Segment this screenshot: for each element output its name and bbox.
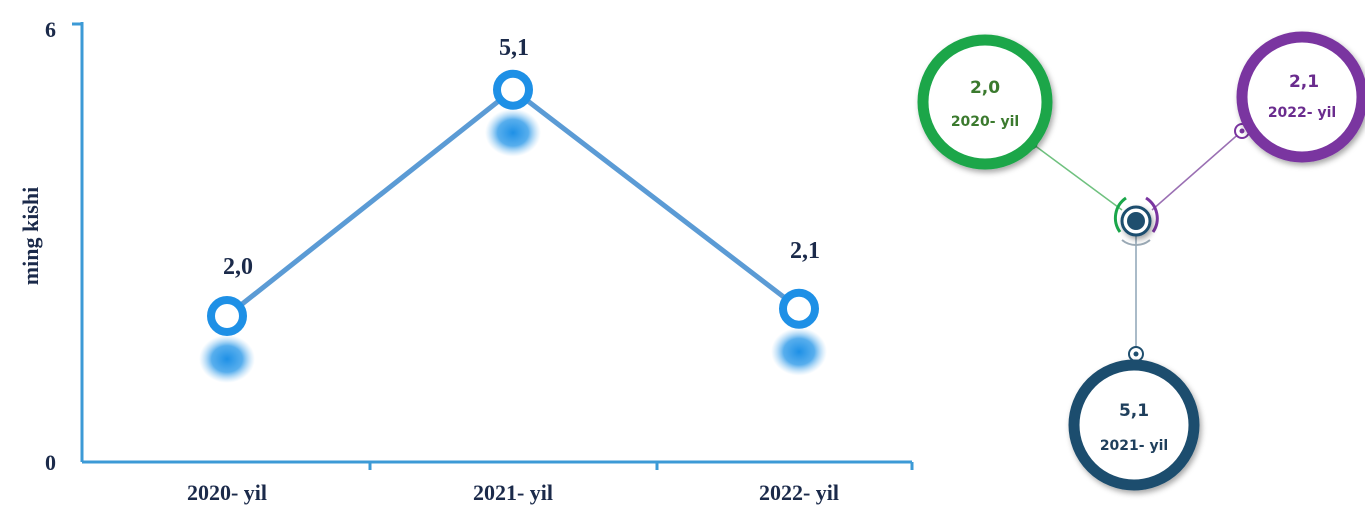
data-point-2020-yil xyxy=(207,296,247,336)
circle-2020 xyxy=(917,34,1053,170)
hub-core xyxy=(1127,212,1145,230)
connector-green xyxy=(1029,141,1123,211)
hub-arc-purple xyxy=(1145,196,1159,233)
marker-glow xyxy=(485,108,541,157)
data-label: 2,1 xyxy=(790,238,820,264)
data-label: 5,1 xyxy=(499,35,529,61)
circle-2020-year: 2020- yil xyxy=(951,114,1019,130)
circle-2022-year: 2022- yil xyxy=(1268,105,1336,121)
circle-2021-value: 5,1 xyxy=(1119,401,1149,421)
marker-glow xyxy=(199,335,255,383)
x-tick-label: 2020- yil xyxy=(187,480,267,505)
circle-2022-value: 2,1 xyxy=(1289,72,1319,92)
circle-2020-value: 2,0 xyxy=(970,78,1000,98)
y-axis-title: ming kishi xyxy=(18,187,43,285)
y-tick-label-min: 0 xyxy=(45,450,56,475)
marker-glow xyxy=(771,327,827,376)
connector-purple xyxy=(1151,130,1243,211)
x-tick-label: 2021- yil xyxy=(473,480,553,505)
data-point-2022-yil xyxy=(779,288,819,329)
hub-arc-gray xyxy=(1121,239,1151,247)
circle-2022 xyxy=(1236,31,1365,163)
infographic: 2,0 2020- yil 2,1 2022- yil 5,1 2021- yi… xyxy=(917,31,1365,491)
node-purple-dot xyxy=(1239,128,1245,134)
y-tick-label-max: 6 xyxy=(45,17,56,42)
data-point-2021-yil xyxy=(493,69,533,110)
circle-2021-year: 2021- yil xyxy=(1100,438,1168,454)
node-blue-dot xyxy=(1133,351,1139,357)
hub-arc-green xyxy=(1113,196,1127,233)
circle-2021 xyxy=(1068,359,1200,491)
data-label: 2,0 xyxy=(223,254,253,280)
x-tick-label: 2022- yil xyxy=(759,480,839,505)
